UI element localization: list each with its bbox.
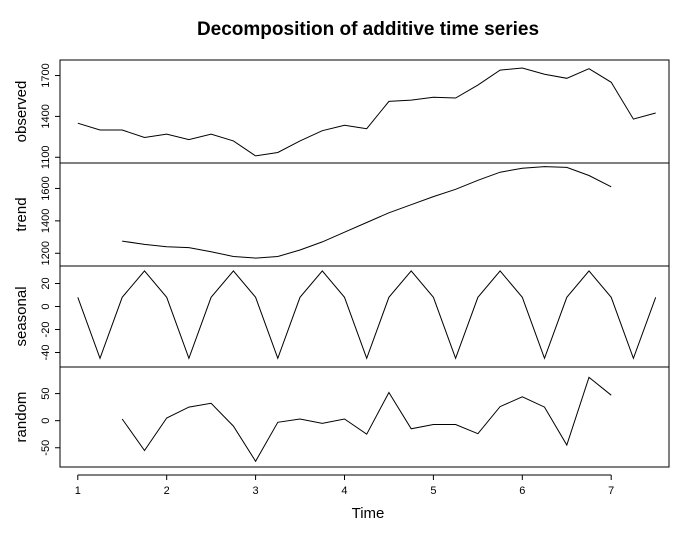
panel-frame-trend: [59, 162, 670, 267]
y-tick-label-observed: 1100: [40, 145, 52, 169]
y-tick-label-observed: 1700: [40, 63, 52, 87]
y-tick-label-random: 0: [40, 418, 52, 424]
y-tick-label-seasonal: -40: [40, 345, 52, 361]
x-tick-label: 4: [341, 485, 347, 497]
y-tick-label-random: 50: [40, 387, 52, 399]
x-axis: 1 2 3 4 5 6 7: [75, 474, 614, 497]
x-tick-label: 7: [608, 485, 614, 497]
y-tick-label-seasonal: 20: [40, 277, 52, 289]
y-tick-label-trend: 1400: [40, 209, 52, 233]
y-axis-label-seasonal: seasonal: [13, 286, 30, 346]
series-line-seasonal: [77, 270, 657, 360]
y-tick-label-trend: 1200: [40, 241, 52, 265]
y-axis-label-observed: observed: [13, 81, 30, 143]
y-axis-label-random: random: [13, 392, 30, 443]
chart-title: Decomposition of additive time series: [197, 19, 539, 40]
panel-seasonal: -40 -20 0 20 seasonal: [13, 265, 670, 368]
panel-frame-random: [59, 366, 670, 468]
x-tick-label: 5: [430, 485, 436, 497]
series-line-trend: [122, 166, 612, 259]
panel-observed: 1100 1400 1700 observed: [13, 59, 670, 169]
y-tick-label-seasonal: -20: [40, 322, 52, 338]
y-axis-label-trend: trend: [13, 197, 30, 231]
x-tick-label: 3: [253, 485, 259, 497]
y-tick-label-observed: 1400: [40, 104, 52, 128]
series-line-random: [121, 376, 612, 463]
series-line-observed: [77, 67, 656, 157]
x-axis-label: Time: [352, 505, 385, 522]
panel-trend: 1200 1400 1600 trend: [13, 162, 670, 267]
panels-group: 1100 1400 1700 observed 1200 1400 1600 trend -40…: [13, 59, 670, 468]
panel-random: -50 0 50 random: [13, 366, 670, 468]
x-tick-label: 2: [164, 485, 170, 497]
y-tick-label-trend: 1600: [40, 176, 52, 200]
y-tick-label-random: -50: [40, 440, 52, 456]
panel-frame-observed: [59, 59, 670, 164]
x-tick-label: 1: [75, 485, 81, 497]
y-tick-label-seasonal: 0: [40, 303, 52, 309]
x-tick-label: 6: [519, 485, 525, 497]
